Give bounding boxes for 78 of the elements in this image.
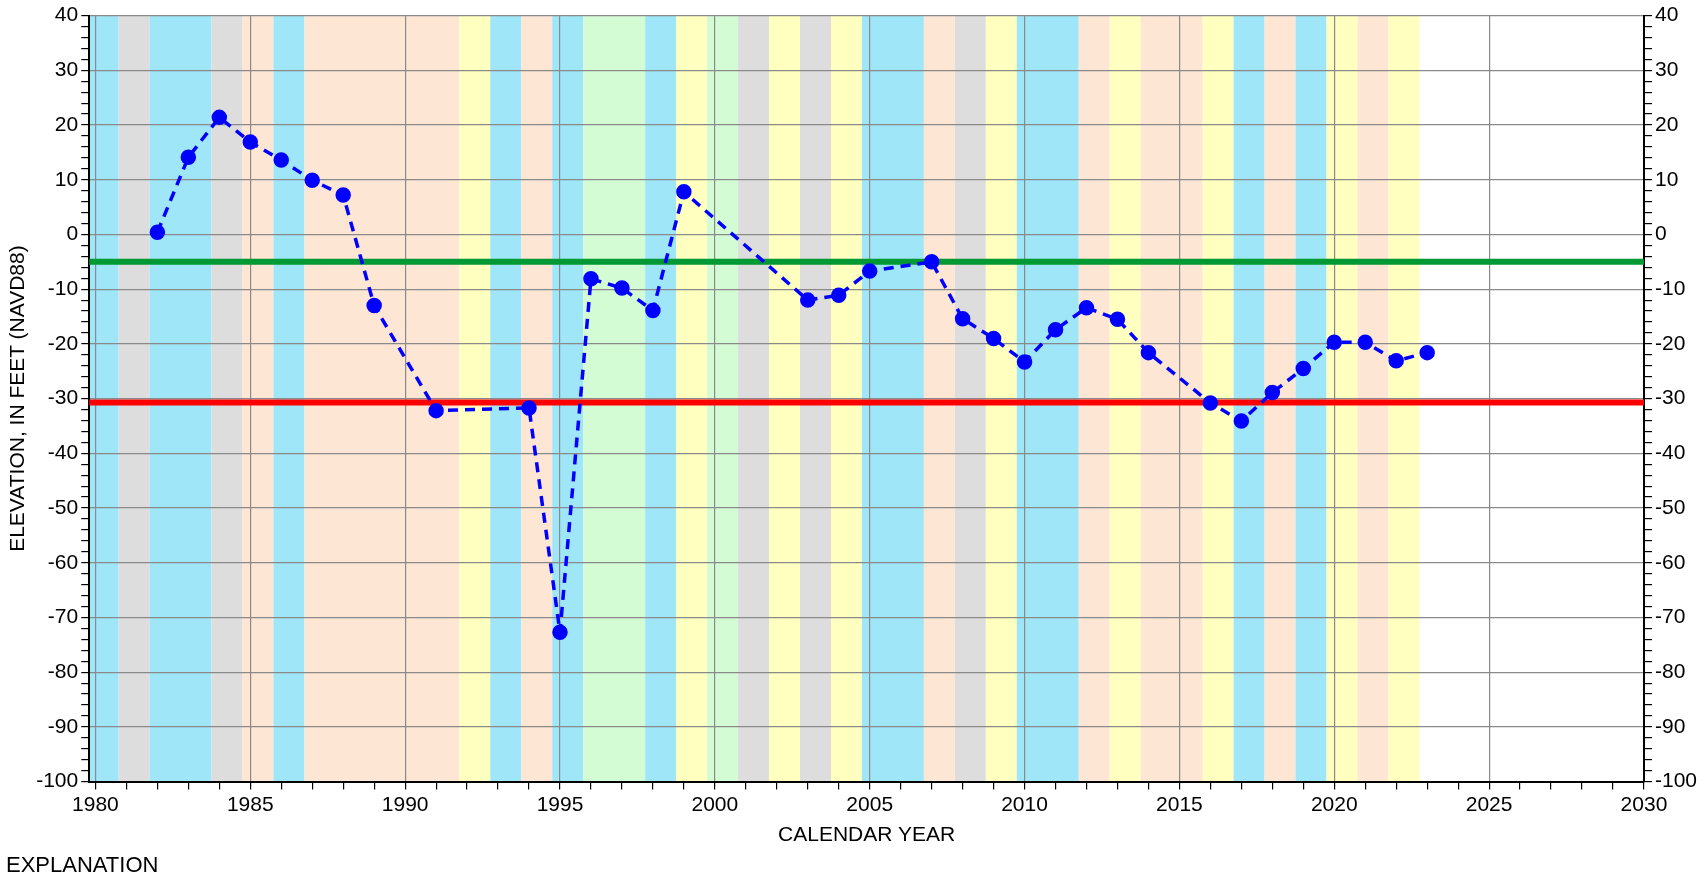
y2-tick-label: -100 (1654, 768, 1697, 792)
point (304, 172, 320, 189)
x-tick-label: 2000 (691, 792, 739, 815)
y-tick-label: -50 (47, 494, 79, 518)
x-tick-label: 1990 (381, 792, 429, 815)
y-tick-label: -80 (47, 658, 79, 682)
y2-tick-label: 40 (1654, 2, 1679, 26)
point (1264, 384, 1281, 401)
point (1295, 360, 1312, 377)
point (149, 224, 166, 241)
point (861, 263, 878, 279)
y2-tick-label: -90 (1654, 713, 1686, 737)
y2-tick-label: -40 (1654, 440, 1686, 464)
y2-tick-label: 20 (1654, 111, 1679, 135)
point (645, 302, 661, 319)
point (954, 310, 971, 327)
y-tick-label: -100 (36, 768, 79, 792)
point (1233, 413, 1250, 429)
y2-tick-label: -20 (1654, 330, 1686, 354)
point (428, 402, 444, 419)
point (830, 287, 847, 303)
y-tick-label: 30 (54, 57, 79, 81)
point (335, 187, 351, 203)
point (614, 280, 630, 296)
point (1326, 334, 1343, 350)
y2-tick-label: 0 (1654, 221, 1667, 245)
y-tick-label: -30 (47, 385, 79, 409)
point (1047, 321, 1064, 338)
y2-tick-label: -80 (1654, 658, 1686, 682)
point (366, 297, 382, 314)
y-tick-label: -20 (47, 330, 79, 354)
x-tick-label: 1995 (536, 792, 584, 815)
y-tick-label: -40 (47, 440, 79, 464)
point (1419, 344, 1435, 361)
x-tick-label: 1985 (226, 792, 274, 815)
x-tick-label: 2010 (1001, 792, 1048, 815)
y2-tick-label: -50 (1654, 494, 1686, 518)
y-tick-label: 40 (54, 2, 79, 26)
point (676, 184, 692, 200)
text: EXPLANATION (6, 852, 159, 878)
point (1388, 353, 1404, 369)
point (583, 271, 599, 287)
x-tick-label: 2025 (1465, 792, 1513, 815)
point (521, 400, 537, 416)
x-tick-label: 2020 (1310, 792, 1358, 815)
point (180, 149, 197, 166)
x-tick-label: 2005 (846, 792, 894, 815)
y-tick-label: 10 (54, 166, 79, 190)
x-tick-label: 2030 (1620, 792, 1668, 815)
point (1140, 344, 1157, 361)
y-tick-label: -90 (47, 713, 79, 737)
y2-tick-label: -10 (1654, 275, 1686, 299)
y-tick-label: 0 (66, 221, 79, 245)
y-tick-label: 20 (54, 111, 79, 135)
y2-tick-label: -70 (1654, 604, 1686, 628)
point (1078, 300, 1095, 316)
y2-tick-label: -30 (1654, 385, 1686, 409)
y2-tick-label: 10 (1654, 166, 1679, 190)
point (1202, 395, 1219, 411)
point (552, 624, 568, 640)
y-tick-label: -10 (47, 275, 79, 299)
point (1357, 334, 1373, 350)
point (273, 152, 289, 168)
point (1016, 354, 1033, 370)
y-tick-label: -70 (47, 604, 79, 628)
point (1109, 311, 1126, 328)
point (985, 330, 1002, 347)
y-tick-label: -60 (47, 549, 79, 573)
point (923, 254, 940, 270)
y-axis-title: ELEVATION, IN FEET (NAVD88) (5, 245, 29, 552)
y2-tick-label: 30 (1654, 57, 1679, 81)
point (211, 109, 228, 126)
point (242, 134, 259, 150)
y2-tick-label: -60 (1654, 549, 1686, 573)
x-tick-label: 1980 (72, 792, 119, 815)
x-axis-title: CALENDAR YEAR (778, 822, 956, 846)
point (800, 292, 816, 308)
x-tick-label: 2015 (1156, 792, 1203, 815)
